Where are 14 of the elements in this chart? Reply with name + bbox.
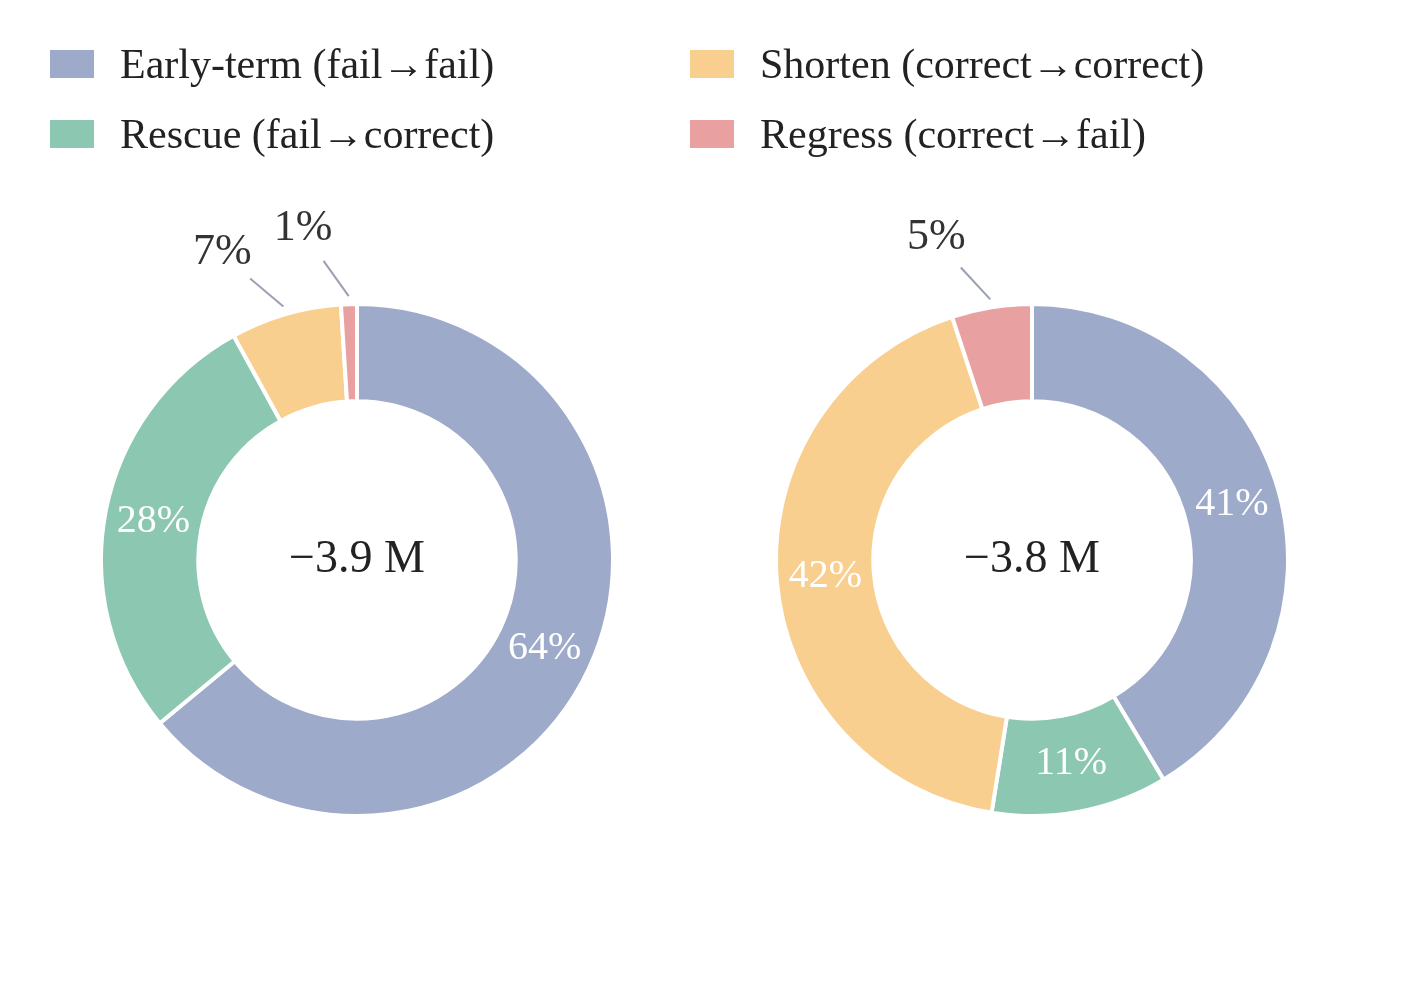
text: −3.8 M bbox=[964, 531, 1100, 583]
legend-label: Early-term (fail→fail) bbox=[120, 40, 495, 88]
data-label: 28% bbox=[116, 495, 190, 541]
data-label: 7% bbox=[192, 224, 252, 274]
data-label: 1% bbox=[273, 200, 333, 250]
data-label: 11% bbox=[1035, 738, 1108, 784]
data-label: 42% bbox=[788, 550, 862, 596]
legend-label: Rescue (fail→correct) bbox=[120, 110, 495, 158]
legend-label: Regress (correct→fail) bbox=[760, 110, 1146, 158]
legend-label: Shorten (correct→correct) bbox=[760, 40, 1205, 88]
text: −3.9 M bbox=[289, 531, 425, 583]
data-label: 64% bbox=[507, 622, 582, 668]
data-label: 41% bbox=[1195, 479, 1269, 525]
data-label: 5% bbox=[907, 210, 966, 260]
